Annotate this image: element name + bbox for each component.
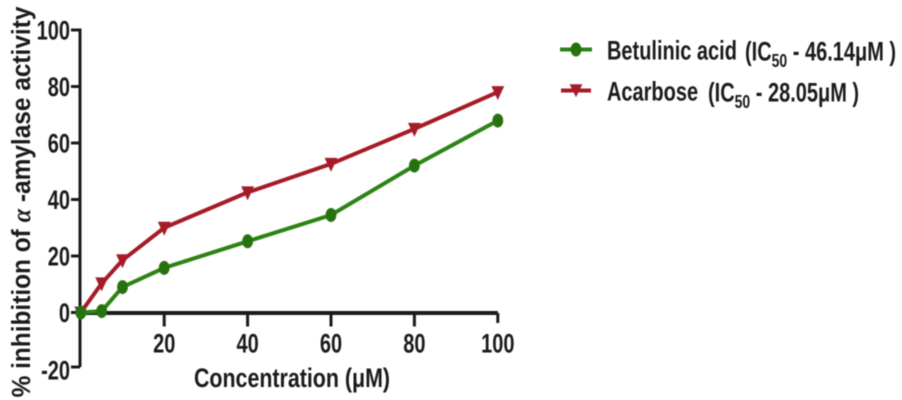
svg-text:-20: -20: [41, 356, 70, 385]
svg-text:80: 80: [403, 329, 425, 358]
svg-text:100: 100: [37, 16, 70, 45]
svg-text:80: 80: [48, 72, 70, 101]
svg-text:Betulinic acid: Betulinic acid: [607, 36, 737, 65]
svg-text:20: 20: [153, 329, 175, 358]
svg-text:Acarbose: Acarbose: [607, 77, 698, 106]
svg-text:40: 40: [236, 329, 258, 358]
svg-text:100: 100: [481, 329, 514, 358]
svg-text:40: 40: [48, 185, 70, 214]
svg-text:0: 0: [59, 298, 70, 327]
svg-text:20: 20: [48, 242, 70, 271]
svg-text:(IC50 - 28.05μM ): (IC50 - 28.05μM ): [708, 78, 859, 113]
svg-text:% inhibition of α -amylase act: % inhibition of α -amylase activity: [7, 7, 36, 398]
svg-text:60: 60: [320, 329, 342, 358]
svg-text:(IC50 - 46.14μM ): (IC50 - 46.14μM ): [745, 37, 896, 72]
svg-text:Concentration (μM): Concentration (μM): [194, 364, 390, 394]
svg-text:60: 60: [48, 129, 70, 158]
